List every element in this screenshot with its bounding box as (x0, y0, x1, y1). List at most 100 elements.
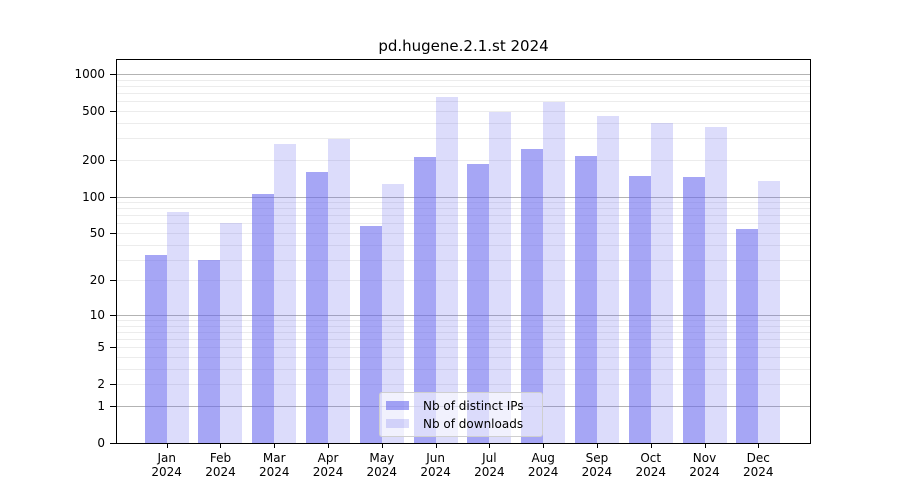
x-tick-label: Feb 2024 (190, 451, 250, 479)
y-tick-label: 100 (82, 189, 105, 204)
x-tick-label-line: Jul (482, 451, 497, 465)
y-tick-label: 2 (97, 377, 105, 392)
bar-downloads (328, 139, 351, 443)
y-tick (110, 196, 116, 198)
x-tick (596, 443, 598, 448)
y-tick-label: 1000 (74, 67, 105, 81)
y-tick (110, 347, 116, 349)
x-tick-label-line: Apr (317, 451, 339, 465)
x-tick-label: Aug 2024 (513, 451, 573, 479)
gridline-minor (117, 331, 810, 333)
x-tick-label: Jun 2024 (406, 451, 466, 479)
x-tick-label-line: 2024 (151, 465, 182, 479)
x-tick-label-line: 2024 (205, 465, 236, 479)
y-tick (110, 443, 116, 444)
gridline-minor (117, 280, 810, 282)
x-tick-label-line: Jun (426, 451, 445, 465)
gridline-minor (117, 357, 810, 359)
y-tick (110, 384, 116, 386)
y-tick-label: 20 (89, 273, 105, 288)
bar-distinct-ips (574, 155, 597, 443)
x-tick-label: Oct 2024 (621, 451, 681, 479)
y-tick (110, 110, 116, 112)
x-tick-label-line: 2024 (581, 465, 613, 479)
bar-distinct-ips (736, 228, 759, 443)
x-tick-label: Jan 2024 (137, 451, 197, 479)
gridline-minor (117, 101, 810, 103)
x-tick-label: Sep 2024 (567, 451, 627, 479)
gridline-minor (117, 138, 810, 140)
bar-distinct-ips (198, 259, 221, 443)
x-tick-label-line: 2024 (258, 465, 290, 479)
x-tick (758, 443, 760, 448)
gridline-minor (117, 215, 810, 217)
x-tick-label: Mar 2024 (244, 451, 304, 479)
bar-distinct-ips (144, 254, 167, 443)
x-tick-label-line: 2024 (366, 465, 398, 479)
gridline-minor (117, 259, 810, 261)
x-tick-label-line: Aug (531, 451, 555, 465)
legend-item-distinct-ips: Nb of distinct IPs (386, 397, 542, 415)
x-tick (435, 443, 437, 448)
bar-downloads (596, 116, 619, 443)
x-tick (274, 443, 276, 448)
x-tick (381, 443, 383, 448)
legend: Nb of distinct IPs Nb of downloads (379, 392, 543, 437)
y-tick (110, 74, 116, 75)
bar-downloads (274, 143, 297, 443)
bar-downloads (543, 102, 566, 443)
bar-distinct-ips (413, 156, 436, 443)
bar-distinct-ips (306, 171, 329, 443)
legend-item-downloads: Nb of downloads (386, 415, 542, 433)
bar-downloads (381, 183, 404, 443)
gridline-minor (117, 320, 810, 322)
x-tick-label: May 2024 (352, 451, 412, 479)
gridline-minor (117, 368, 810, 370)
y-tick-label: 50 (89, 225, 105, 240)
x-tick (704, 443, 706, 448)
x-tick-label: Dec 2024 (728, 451, 788, 479)
y-tick-label: 0 (97, 436, 105, 450)
y-tick-label: 500 (82, 103, 105, 118)
x-tick-label-line: Mar (262, 451, 286, 465)
bar-downloads (220, 223, 243, 443)
gridline-minor (117, 347, 810, 349)
bar-distinct-ips (467, 164, 490, 443)
bar-distinct-ips (521, 148, 544, 443)
gridline-minor (117, 223, 810, 225)
x-tick-label-line: 2024 (420, 465, 451, 479)
legend-swatch-distinct-ips (386, 401, 409, 410)
bar-downloads (435, 97, 458, 443)
gridline-minor (117, 79, 810, 81)
gridline-minor (117, 208, 810, 210)
x-tick-label-line: 2024 (635, 465, 666, 479)
bar-downloads (166, 211, 189, 443)
x-tick-label: Nov 2024 (675, 451, 735, 479)
y-tick (110, 405, 116, 407)
x-tick-label-line: 2024 (742, 465, 774, 479)
legend-label-distinct-ips: Nb of distinct IPs (423, 398, 524, 413)
x-tick (166, 443, 168, 448)
gridline-minor (117, 110, 810, 112)
gridline-minor (117, 325, 810, 327)
x-tick-label-line: Jan (157, 451, 176, 465)
x-tick (328, 443, 330, 448)
gridline-minor (117, 202, 810, 204)
y-tick (110, 159, 116, 161)
gridline-minor (117, 93, 810, 95)
x-tick-label-line: 2024 (474, 465, 505, 479)
gridline-minor (117, 384, 810, 386)
x-tick-label-line: 2024 (312, 465, 344, 479)
x-tick-label-line: Nov (692, 451, 717, 465)
x-tick-label-line: Dec (746, 451, 770, 465)
gridline-minor (117, 122, 810, 124)
y-tick (110, 280, 116, 282)
legend-label-downloads: Nb of downloads (423, 416, 524, 431)
x-tick-label-line: 2024 (527, 465, 559, 479)
y-tick-label: 10 (89, 307, 105, 322)
gridline-minor (117, 244, 810, 246)
x-tick-label-line: Feb (209, 451, 232, 465)
chart-title: pd.hugene.2.1.st 2024 (378, 37, 549, 55)
x-tick-label-line: 2024 (689, 465, 720, 479)
